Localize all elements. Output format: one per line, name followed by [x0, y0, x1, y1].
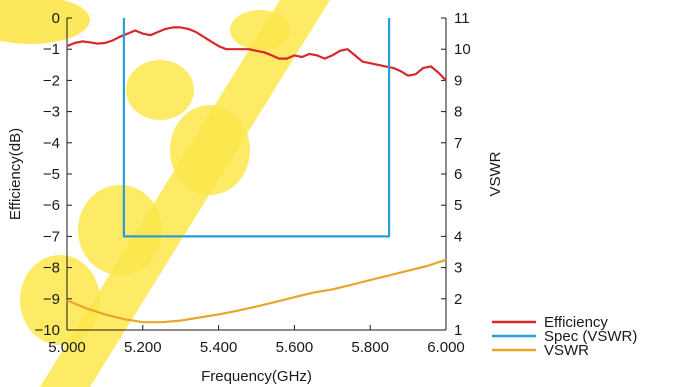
y-left-tick-label: −8 — [43, 260, 60, 277]
y-left-tick-label: −10 — [35, 322, 60, 339]
y-right-tick-label: 3 — [454, 260, 462, 277]
y-left-tick-label: −7 — [43, 228, 60, 245]
legend-label: VSWR — [544, 342, 589, 359]
plot-area — [66, 18, 447, 324]
y-left-tick-label: −1 — [43, 41, 60, 58]
axes — [66, 17, 447, 331]
y-right-tick-label: 10 — [454, 41, 471, 58]
series-vswr-line — [66, 258, 447, 324]
watermark — [0, 0, 330, 387]
y-right-tick-label: 8 — [454, 104, 462, 121]
x-tick-label: 5.000 — [48, 339, 86, 356]
x-tick-label: 5.600 — [276, 339, 314, 356]
x-axis-title: Frequency(GHz) — [201, 368, 312, 385]
legend-label: Efficiency — [544, 314, 608, 331]
y-left-tick-label: −2 — [43, 72, 60, 89]
y-left-tick-label: −5 — [43, 166, 60, 183]
y-right-tick-label: 4 — [454, 228, 462, 245]
y-left-tick-label: −9 — [43, 291, 60, 308]
y-right-tick-label: 1 — [454, 322, 462, 339]
y-left-tick-label: −6 — [43, 197, 60, 214]
y-right-axis-title: VSWR — [487, 151, 504, 196]
x-tick-label: 5.200 — [124, 339, 162, 356]
series-efficiency-line — [66, 26, 447, 82]
y-right-tick-label: 6 — [454, 166, 462, 183]
y-right-tick-label: 5 — [454, 197, 462, 214]
y-left-axis-title: Efficiency(dB) — [7, 128, 24, 220]
y-left-tick-label: −4 — [43, 135, 60, 152]
x-tick-label: 6.000 — [427, 339, 465, 356]
legend-label: Spec (VSWR) — [544, 328, 637, 345]
y-right-tick-label: 7 — [454, 135, 462, 152]
y-left-tick-label: 0 — [52, 10, 60, 27]
y-left-tick-label: −3 — [43, 104, 60, 121]
x-tick-label: 5.800 — [351, 339, 389, 356]
y-right-tick-label: 11 — [454, 10, 470, 27]
y-right-tick-label: 9 — [454, 72, 462, 89]
axis-labels: 0 −1 −2 −3 −4 −5 −6 −7 −8 −9 −10 11 10 9 8 7 6 5 4 3 2 1 5.000… — [7, 10, 504, 385]
y-right-tick-label: 2 — [454, 291, 462, 308]
x-tick-label: 5.400 — [200, 339, 238, 356]
series-spec-vswr-line — [122, 18, 391, 238]
